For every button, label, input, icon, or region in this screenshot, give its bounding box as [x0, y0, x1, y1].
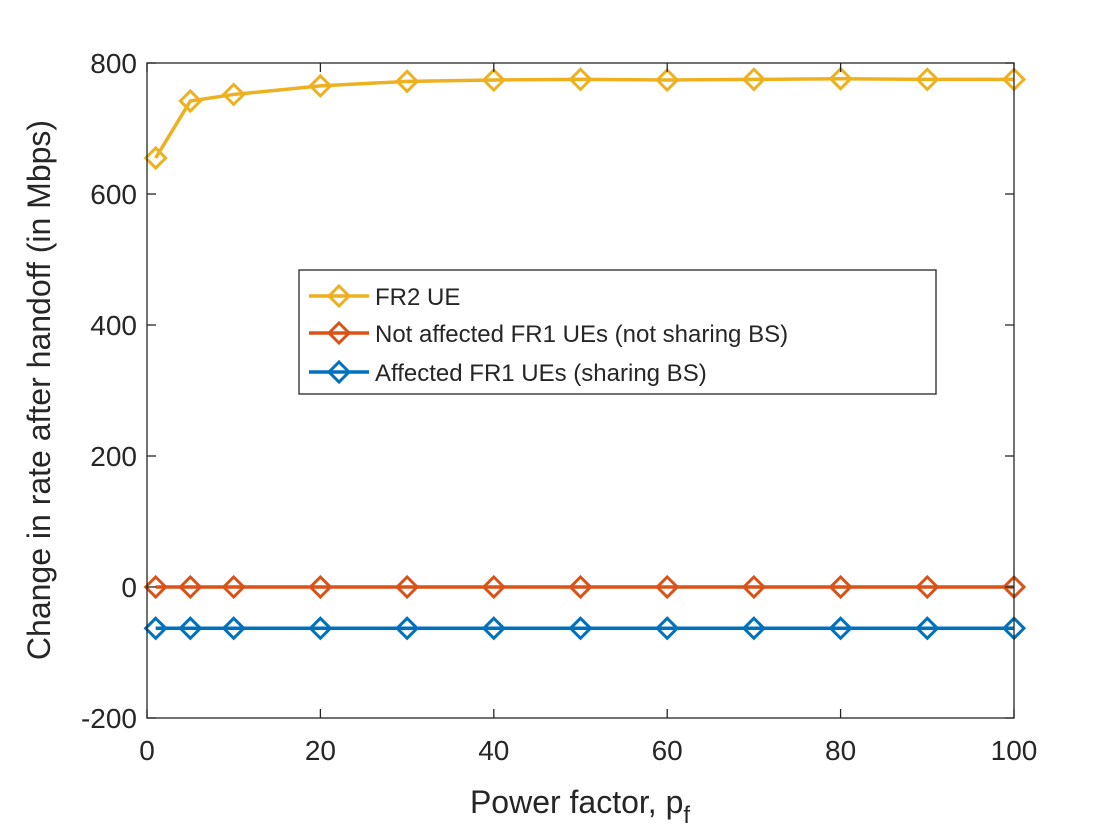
x-tick-label: 60: [652, 735, 683, 766]
series-0: [143, 66, 1027, 171]
legend-swatch-marker: [326, 359, 352, 385]
legend-swatch-marker: [326, 320, 352, 346]
legend-entries: FR2 UE Not affected FR1 UEs (not sharing …: [309, 283, 788, 387]
x-tick-label: 40: [478, 735, 509, 766]
data-point-marker: [481, 574, 506, 600]
x-tick-label: 80: [825, 735, 856, 766]
data-point-marker: [143, 616, 168, 641]
data-point-marker: [308, 73, 333, 99]
data-point-marker: [178, 616, 203, 641]
data-point-marker: [143, 145, 168, 171]
series-layer: [143, 66, 1027, 641]
data-point-marker: [741, 574, 767, 600]
data-point-marker: [828, 616, 853, 641]
y-tick-label: 0: [121, 572, 137, 603]
data-point-marker: [221, 82, 246, 107]
x-tick-label: 100: [991, 735, 1038, 766]
data-point-marker: [915, 574, 940, 600]
data-point-marker: [178, 574, 203, 600]
legend-entry: Affected FR1 UEs (sharing BS): [309, 359, 707, 387]
data-point-marker: [655, 67, 680, 93]
x-tick-label: 20: [305, 735, 336, 766]
data-point-marker: [568, 616, 593, 641]
data-point-marker: [741, 67, 767, 92]
legend-label: FR2 UE: [375, 284, 460, 311]
data-point-marker: [828, 574, 853, 600]
legend-label: Affected FR1 UEs (sharing BS): [375, 360, 707, 387]
y-axis-label: Change in rate after handoff (in Mbps): [21, 120, 57, 660]
legend: FR2 UE Not affected FR1 UEs (not sharing …: [298, 269, 937, 395]
data-point-marker: [481, 67, 506, 93]
y-tick-label: 200: [90, 441, 137, 472]
data-point-marker: [915, 616, 940, 641]
data-point-marker: [828, 66, 853, 91]
legend-swatch-marker: [326, 283, 352, 309]
y-tick-label: 800: [90, 48, 137, 79]
data-point-marker: [481, 616, 506, 641]
y-tick-label: -200: [81, 703, 137, 734]
data-point-marker: [394, 574, 420, 600]
data-point-marker: [308, 616, 333, 641]
data-point-marker: [915, 67, 940, 92]
data-point-marker: [143, 574, 168, 600]
data-point-marker: [221, 616, 246, 641]
data-point-marker: [568, 574, 593, 600]
y-tick-label: 400: [90, 310, 137, 341]
x-tick-label: 0: [139, 735, 155, 766]
data-point-marker: [308, 574, 333, 600]
series-2: [143, 616, 1027, 641]
data-point-marker: [655, 574, 680, 600]
data-point-marker: [568, 67, 593, 92]
data-point-marker: [394, 69, 420, 94]
data-point-marker: [741, 616, 767, 641]
x-axis-label: Power factor, pf: [470, 784, 690, 829]
legend-entry: Not affected FR1 UEs (not sharing BS): [309, 320, 788, 348]
plot-frame: [146, 62, 1015, 719]
y-tick-label: 600: [90, 179, 137, 210]
data-point-marker: [394, 616, 420, 641]
legend-box: [298, 269, 937, 395]
legend-entry: FR2 UE: [309, 283, 460, 311]
data-point-marker: [178, 88, 203, 114]
x-axis-label-subscript: f: [683, 802, 690, 829]
legend-label: Not affected FR1 UEs (not sharing BS): [375, 321, 788, 348]
data-point-marker: [655, 616, 680, 641]
data-point-marker: [221, 574, 246, 600]
x-axis-label-text: Power factor, p: [470, 784, 683, 820]
series-1: [143, 574, 1027, 600]
